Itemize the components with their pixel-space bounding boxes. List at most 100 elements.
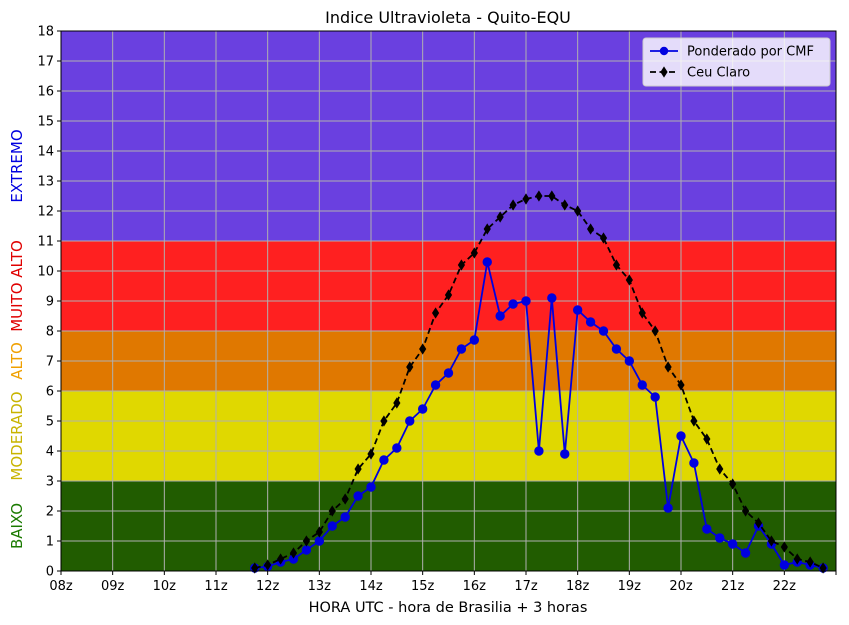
data-point <box>624 356 635 366</box>
data-point <box>715 533 725 543</box>
y-tick-label: 15 <box>37 115 54 130</box>
y-tick-label: 1 <box>46 535 54 550</box>
data-point <box>561 199 569 211</box>
data-point <box>599 232 608 244</box>
data-series <box>250 190 828 574</box>
band-labels: BAIXO MODERADO ALTO MUITO ALTO EXTREMO <box>8 129 26 549</box>
x-tick-label: 17z <box>514 579 538 594</box>
data-point <box>264 559 272 571</box>
data-point <box>767 535 776 547</box>
y-tick-label: 6 <box>46 385 54 400</box>
y-tick-label: 7 <box>46 355 54 370</box>
data-point <box>611 344 622 354</box>
y-tick-label: 16 <box>37 85 54 100</box>
data-point <box>534 446 544 456</box>
data-point <box>651 325 659 337</box>
band-muito-alto <box>61 241 836 331</box>
x-tick-label: 16z <box>463 579 487 594</box>
data-point <box>522 193 530 205</box>
x-tick-label: 10z <box>153 579 177 594</box>
data-point <box>637 380 647 390</box>
data-point <box>741 505 750 517</box>
data-point <box>417 404 428 414</box>
x-tick-label: 21z <box>721 579 745 594</box>
legend-marker <box>660 66 668 78</box>
data-point <box>727 539 738 549</box>
legend: Ponderado por CMF Ceu Claro <box>642 37 831 87</box>
data-point <box>702 524 712 534</box>
y-tick-label: 3 <box>46 475 54 490</box>
data-point <box>327 521 337 531</box>
y-tick-label: 4 <box>46 445 54 460</box>
band-label-alto: ALTO <box>8 342 26 380</box>
x-tick-label: 11z <box>204 579 228 594</box>
data-point <box>509 199 517 211</box>
data-point <box>302 535 311 547</box>
legend-box <box>642 37 831 87</box>
data-point <box>574 205 582 217</box>
data-point <box>393 397 401 409</box>
data-point <box>456 344 467 354</box>
data-point <box>612 259 621 271</box>
data-point <box>406 361 414 373</box>
axes: 08z 09z 10z 11z 12z 13z 14z 15z 16z 17z 18z 19z 20z 2… <box>37 25 837 594</box>
band-baixo <box>61 481 836 571</box>
x-tick-label: 18z <box>566 579 590 594</box>
band-label-baixo: BAIXO <box>8 503 26 549</box>
data-point <box>560 449 570 459</box>
y-tick-label: 12 <box>37 205 54 220</box>
series-clear-sky <box>251 190 827 574</box>
data-point <box>405 416 415 426</box>
data-point <box>535 190 543 202</box>
data-point <box>586 223 595 235</box>
legend-label: Ponderado por CMF <box>687 45 814 60</box>
y-tick-label: 10 <box>37 265 54 280</box>
x-tick-label: 20z <box>669 579 693 594</box>
data-point <box>340 512 350 522</box>
data-point <box>572 305 583 315</box>
data-point <box>276 553 285 565</box>
data-point <box>793 553 801 565</box>
data-point <box>676 431 686 441</box>
data-point <box>521 296 531 306</box>
data-point <box>470 247 478 259</box>
data-point <box>469 335 480 345</box>
data-point <box>729 478 737 490</box>
data-point <box>444 289 453 301</box>
y-tick-label: 13 <box>37 175 54 190</box>
data-point <box>341 493 349 505</box>
x-axis-label: HORA UTC - hora de Brasilia + 3 horas <box>309 600 588 616</box>
data-point <box>806 556 814 568</box>
data-point <box>431 307 440 319</box>
x-tick-label: 15z <box>411 579 435 594</box>
y-tick-label: 5 <box>46 415 54 430</box>
band-label-moderado: MODERADO <box>8 391 26 480</box>
y-tick-label: 9 <box>46 295 54 310</box>
data-point <box>443 368 454 378</box>
legend-marker <box>659 46 669 56</box>
data-point <box>301 545 312 555</box>
x-tick-label: 22z <box>773 579 797 594</box>
band-label-muito-alto: MUITO ALTO <box>8 240 26 332</box>
data-point <box>716 463 724 475</box>
data-point <box>315 526 323 538</box>
y-tick-label: 0 <box>46 565 54 580</box>
data-point <box>625 274 633 286</box>
x-tick-label: 12z <box>256 579 280 594</box>
data-point <box>496 211 504 223</box>
data-point <box>289 547 298 559</box>
data-point <box>379 455 389 465</box>
data-point <box>380 415 388 427</box>
legend-item-cmf: Ponderado por CMF <box>650 45 814 60</box>
x-tick-label: 19z <box>618 579 642 594</box>
data-point <box>367 448 375 460</box>
data-point <box>703 433 711 445</box>
x-tick-label: 14z <box>359 579 383 594</box>
data-point <box>548 190 556 202</box>
data-point <box>354 463 362 475</box>
data-point <box>430 380 441 390</box>
y-tick-label: 8 <box>46 325 54 340</box>
data-point <box>677 379 685 391</box>
x-tick-label: 08z <box>49 579 73 594</box>
band-label-extremo: EXTREMO <box>8 129 26 202</box>
